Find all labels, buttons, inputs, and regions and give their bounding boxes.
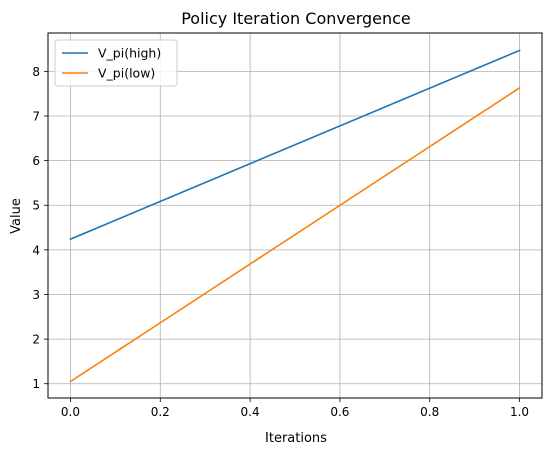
legend-box bbox=[54, 39, 178, 87]
y-axis-ticks: 1 2 3 4 5 6 7 8 bbox=[32, 65, 48, 391]
y-axis-label: Value bbox=[9, 198, 24, 234]
plot-frame bbox=[47, 32, 543, 399]
y-tick-label: 1 bbox=[32, 377, 40, 391]
y-tick-label: 8 bbox=[32, 65, 40, 79]
series-lines bbox=[69, 49, 521, 383]
chart-title: Policy Iteration Convergence bbox=[181, 9, 411, 28]
series-line-0 bbox=[69, 49, 521, 241]
x-axis-ticks: 0.0 0.2 0.4 0.6 0.8 1.0 bbox=[61, 398, 529, 419]
x-tick-label: 0.2 bbox=[151, 405, 170, 419]
y-tick-label: 7 bbox=[32, 109, 40, 123]
x-tick-label: 1.0 bbox=[510, 405, 529, 419]
y-tick-label: 5 bbox=[32, 199, 40, 213]
x-axis-label: Iterations bbox=[265, 431, 327, 446]
x-tick-label: 0.4 bbox=[241, 405, 260, 419]
y-tick-label: 2 bbox=[32, 333, 40, 347]
grid bbox=[48, 33, 542, 398]
y-tick-label: 4 bbox=[32, 243, 40, 257]
y-tick-label: 6 bbox=[32, 154, 40, 168]
legend: V_pi(high) V_pi(low) bbox=[54, 39, 178, 87]
x-tick-label: 0.6 bbox=[330, 405, 349, 419]
legend-label: V_pi(high) bbox=[98, 46, 161, 61]
legend-label: V_pi(low) bbox=[98, 66, 155, 81]
series-line-1 bbox=[69, 86, 521, 383]
x-tick-label: 0.0 bbox=[61, 405, 80, 419]
x-tick-label: 0.8 bbox=[420, 405, 439, 419]
y-tick-label: 3 bbox=[32, 288, 40, 302]
